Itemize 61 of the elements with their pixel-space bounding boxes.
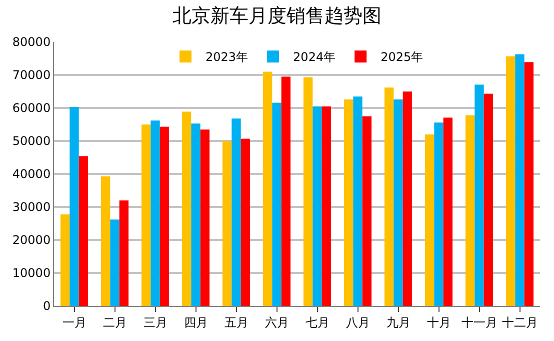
x-tick-label: 五月: [224, 315, 248, 330]
bar: [353, 96, 362, 306]
bar: [465, 115, 475, 306]
x-tick-label: 一月: [62, 315, 86, 330]
x-tick-label: 六月: [264, 315, 289, 330]
y-tick-label: 20000: [12, 233, 51, 248]
bar: [78, 156, 88, 306]
chart-title: 北京新车月度销售趋势图: [172, 4, 382, 27]
x-tick-label: 十月: [426, 315, 451, 330]
bar: [424, 134, 434, 306]
bar: [384, 88, 394, 306]
bar: [60, 214, 70, 306]
bar: [402, 92, 412, 306]
bar: [474, 84, 484, 306]
bar: [322, 106, 332, 306]
bar: [100, 176, 110, 306]
bar: [434, 122, 444, 306]
bar: [303, 77, 313, 306]
bar: [119, 200, 129, 306]
bar: [141, 124, 151, 306]
x-tick-label: 十一月: [461, 315, 498, 330]
x-tick-label: 四月: [184, 315, 208, 330]
x-tick-label: 二月: [102, 315, 127, 330]
bar: [191, 124, 200, 306]
bar: [272, 102, 282, 306]
bar: [506, 56, 516, 306]
bar: [281, 76, 291, 306]
legend-label: 2023年: [206, 50, 248, 64]
bar: [222, 141, 232, 306]
bar: [443, 118, 453, 306]
bar: [160, 126, 170, 306]
bar: [70, 107, 79, 306]
bar: [262, 72, 272, 306]
bar: [344, 99, 354, 306]
bar: [150, 120, 160, 306]
bar: [515, 54, 524, 306]
bar: [200, 129, 210, 306]
y-tick-label: 0: [42, 299, 51, 314]
bar: [182, 112, 192, 306]
x-tick-label: 九月: [386, 315, 410, 330]
y-tick-label: 70000: [12, 68, 51, 82]
bar: [110, 220, 120, 306]
bar: [362, 116, 372, 306]
bar: [312, 106, 322, 306]
bar: [232, 118, 241, 306]
y-tick-label: 30000: [12, 200, 51, 214]
y-tick-label: 80000: [12, 35, 51, 50]
y-tick-label: 10000: [12, 266, 51, 280]
bar: [394, 99, 403, 306]
bar: [484, 94, 494, 306]
x-tick-label: 十二月: [502, 315, 538, 330]
legend-label: 2024年: [293, 50, 336, 64]
bar: [240, 138, 250, 306]
y-tick-label: 50000: [12, 134, 51, 148]
legend-label: 2025年: [380, 50, 424, 64]
x-tick-label: 三月: [143, 315, 168, 330]
bar: [524, 62, 534, 306]
x-tick-label: 八月: [346, 315, 370, 330]
y-tick-label: 60000: [12, 101, 51, 116]
y-tick-label: 40000: [12, 167, 51, 182]
x-tick-label: 七月: [305, 315, 330, 330]
